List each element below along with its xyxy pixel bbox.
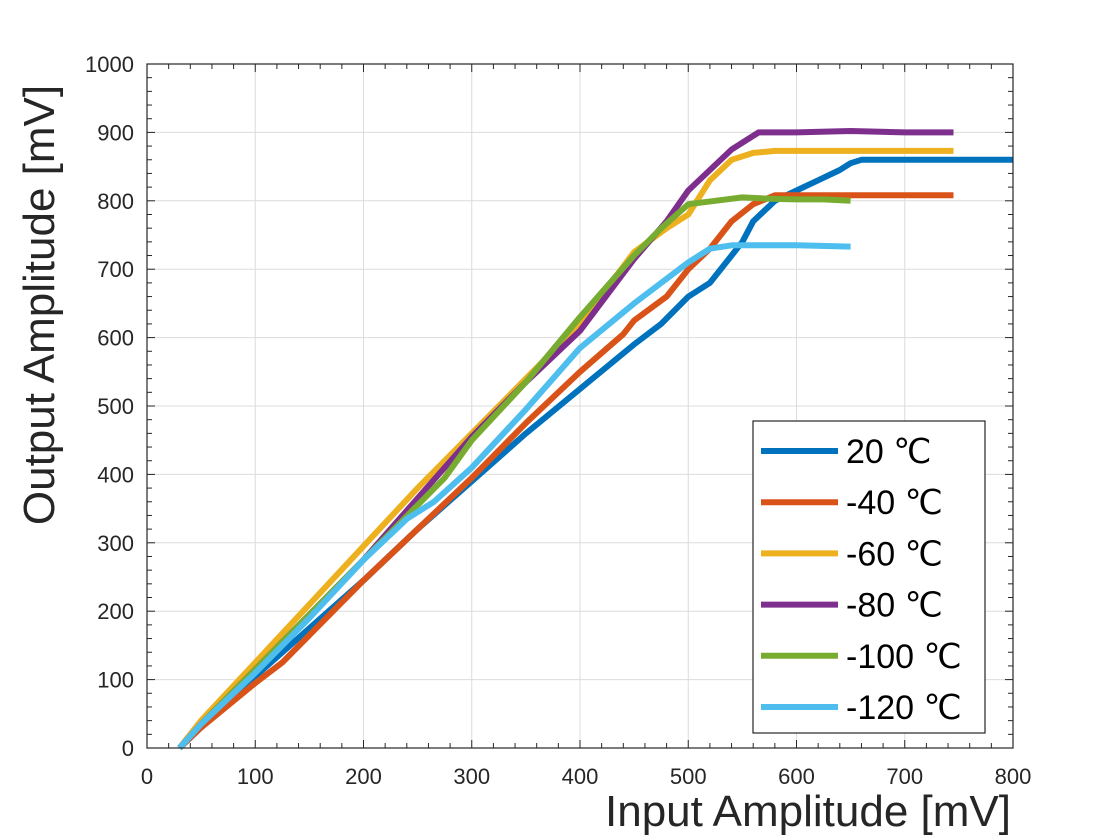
y-tick-label: 900 (97, 120, 134, 145)
y-tick-label: 0 (122, 736, 134, 761)
x-tick-label: 700 (886, 764, 923, 789)
y-tick-label: 500 (97, 394, 134, 419)
x-tick-label: 300 (453, 764, 490, 789)
x-axis-label: Input Amplitude [mV] (605, 787, 1011, 836)
minor-ticks (146, 63, 1014, 749)
y-tick-labels: 0 100 200 300 400 500 600 700 800 900 1000 (85, 52, 134, 761)
x-tick-label: 200 (345, 764, 382, 789)
x-tick-label: 800 (995, 764, 1032, 789)
legend-label-0: 20 ℃ (846, 433, 931, 471)
x-tick-labels: 0 100 200 300 400 500 600 700 800 (141, 764, 1031, 789)
y-tick-label: 800 (97, 189, 134, 214)
series-lines (177, 128, 1013, 751)
legend-label-5: -120 ℃ (846, 689, 962, 727)
legend: 20 ℃ -40 ℃ -60 ℃ -80 ℃ -100 ℃ -120 ℃ (752, 420, 986, 734)
plot-frame (146, 63, 1014, 749)
legend-label-2: -60 ℃ (846, 535, 943, 573)
y-tick-label: 300 (97, 531, 134, 556)
x-tick-label: 400 (562, 764, 599, 789)
y-tick-label: 1000 (85, 52, 134, 77)
y-tick-label: 400 (97, 462, 134, 487)
legend-label-3: -80 ℃ (846, 587, 943, 625)
series-line-1 (177, 192, 954, 751)
y-tick-label: 700 (97, 257, 134, 282)
legend-box (752, 420, 986, 734)
y-axis-label: Output Amplitude [mV] (15, 85, 64, 525)
x-tick-label: 500 (670, 764, 707, 789)
legend-label-1: -40 ℃ (846, 484, 943, 522)
legend-label-4: -100 ℃ (846, 638, 962, 676)
y-tick-label: 100 (97, 668, 134, 693)
y-tick-label: 600 (97, 326, 134, 351)
x-tick-label: 100 (237, 764, 274, 789)
y-tick-label: 200 (97, 599, 134, 624)
x-tick-label: 0 (141, 764, 153, 789)
series-line-5 (177, 242, 851, 751)
x-tick-label: 600 (778, 764, 815, 789)
